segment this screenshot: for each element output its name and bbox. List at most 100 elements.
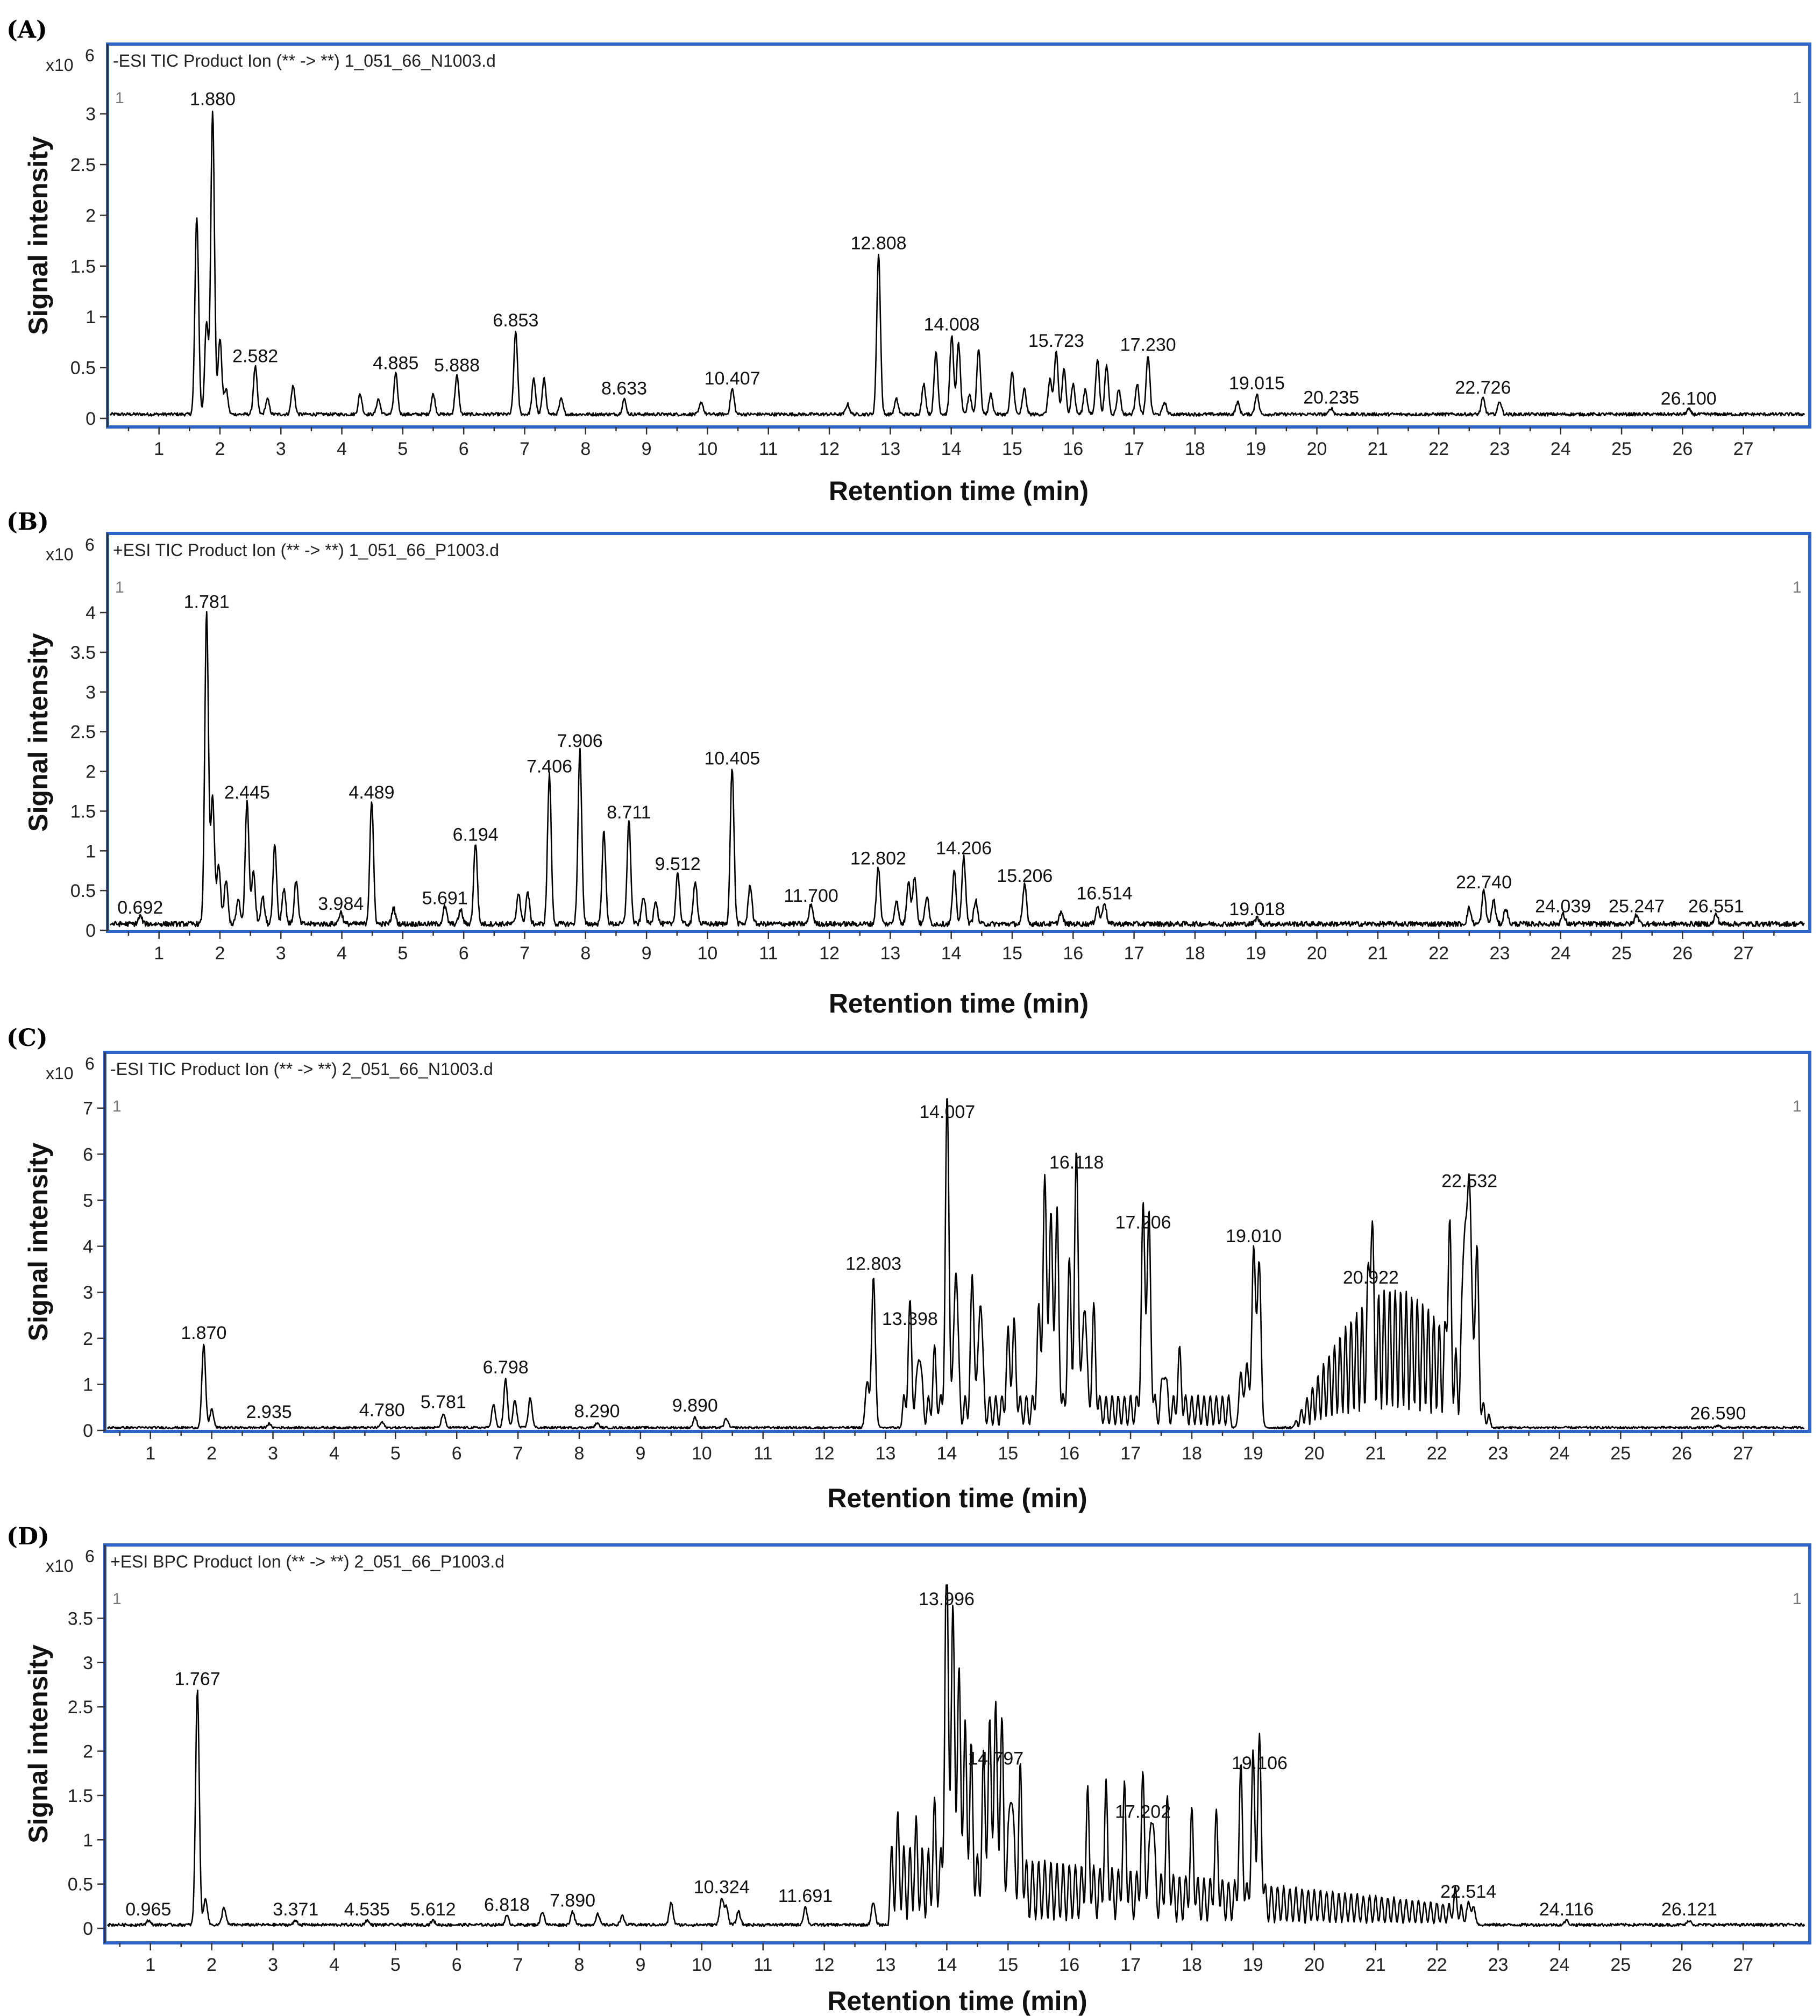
panel-letter: (C) [6, 1024, 48, 1052]
y-tick-label: 0 [86, 921, 96, 941]
x-tick-label: 22 [1428, 439, 1449, 459]
y-tick-label: 4 [83, 1237, 93, 1257]
peak-label: 4.885 [373, 353, 418, 373]
peak-label: 7.906 [557, 731, 603, 751]
x-tick-label: 11 [759, 943, 778, 964]
peak-label: 6.853 [493, 310, 538, 331]
peak-label: 20.235 [1303, 388, 1359, 408]
y-tick-label: 2.5 [70, 155, 96, 175]
y-tick-label: 1 [86, 307, 96, 327]
x-axis-title: Retention time (min) [829, 988, 1089, 1018]
peak-label: 25.247 [1609, 896, 1665, 916]
x-tick-label: 5 [390, 1443, 401, 1464]
y-tick-label: 2 [86, 205, 96, 226]
peak-label: 8.711 [607, 802, 651, 823]
peak-label: 13.996 [919, 1589, 975, 1609]
peak-label: 26.100 [1661, 389, 1717, 409]
x-tick-label: 1 [145, 1955, 155, 1975]
x-tick-label: 21 [1368, 439, 1388, 459]
x-tick-label: 14 [937, 1443, 957, 1464]
trace-title: +ESI BPC Product Ion (** -> **) 2_051_66… [110, 1552, 504, 1571]
x-tick-label: 9 [642, 943, 652, 964]
y-tick-label: 2.5 [68, 1697, 93, 1718]
plot-frame [106, 42, 1811, 429]
corner-marker-left: 1 [115, 89, 124, 107]
chromatogram-trace [109, 110, 1805, 417]
chromatogram-trace [106, 1098, 1805, 1430]
scale-label: x10 [46, 1064, 74, 1083]
x-tick-label: 2 [215, 943, 225, 964]
peak-label: 8.633 [601, 379, 647, 399]
peak-label: 5.691 [422, 888, 468, 909]
chromatogram-trace [109, 611, 1805, 928]
peak-label: 14.007 [919, 1102, 975, 1122]
x-tick-label: 17 [1124, 439, 1144, 459]
x-tick-label: 3 [276, 439, 286, 459]
peak-label: 6.194 [453, 824, 499, 845]
peak-label: 0.692 [117, 897, 163, 918]
panel-letter: (B) [6, 508, 49, 536]
peak-label: 1.880 [190, 89, 236, 110]
x-tick-label: 13 [876, 1443, 896, 1464]
x-tick-label: 18 [1182, 1955, 1202, 1975]
x-tick-label: 11 [759, 439, 778, 459]
x-tick-label: 21 [1366, 1955, 1386, 1975]
y-tick-label: 1 [86, 841, 96, 861]
peak-label: 3.371 [273, 1899, 318, 1920]
peak-label: 20.922 [1343, 1267, 1399, 1288]
peak-label: 6.818 [484, 1895, 530, 1915]
peak-label: 5.612 [410, 1899, 456, 1920]
y-tick-label: 2.5 [70, 722, 96, 743]
x-tick-label: 27 [1733, 439, 1754, 459]
peak-label: 22.726 [1455, 377, 1511, 398]
peak-label: 7.890 [550, 1890, 595, 1911]
x-tick-label: 14 [941, 439, 962, 459]
corner-marker-left: 1 [112, 1590, 122, 1608]
x-tick-label: 22 [1427, 1443, 1447, 1464]
x-tick-label: 10 [692, 1443, 712, 1464]
x-tick-label: 15 [1002, 943, 1022, 964]
x-tick-label: 25 [1611, 943, 1632, 964]
peak-label: 1.767 [175, 1669, 221, 1689]
peak-label: 16.118 [1049, 1152, 1104, 1173]
x-tick-label: 26 [1672, 1443, 1692, 1464]
trace-title: -ESI TIC Product Ion (** -> **) 2_051_66… [110, 1059, 493, 1079]
x-tick-label: 24 [1551, 943, 1571, 964]
x-tick-label: 23 [1488, 1443, 1509, 1464]
x-tick-label: 18 [1185, 943, 1205, 964]
x-tick-label: 24 [1549, 1443, 1569, 1464]
x-tick-label: 12 [819, 439, 840, 459]
y-axis-title: Signal intensity [23, 136, 53, 335]
x-tick-label: 6 [459, 439, 469, 459]
y-axis-title: Signal intensity [23, 633, 53, 832]
peak-label: 26.590 [1690, 1404, 1746, 1424]
y-tick-label: 1.5 [68, 1786, 93, 1806]
x-tick-label: 10 [698, 439, 718, 459]
x-tick-label: 22 [1428, 943, 1449, 964]
x-tick-label: 20 [1304, 1955, 1325, 1975]
x-tick-label: 5 [397, 943, 408, 964]
x-tick-label: 1 [154, 943, 164, 964]
x-tick-label: 2 [207, 1443, 217, 1464]
x-tick-label: 23 [1488, 1955, 1509, 1975]
x-tick-label: 7 [513, 1443, 523, 1464]
x-tick-label: 24 [1551, 439, 1571, 459]
peak-label: 17.202 [1115, 1802, 1171, 1822]
y-tick-label: 0.5 [70, 358, 96, 379]
x-tick-label: 16 [1059, 1955, 1079, 1975]
x-tick-label: 4 [337, 439, 347, 459]
x-tick-label: 11 [753, 1955, 772, 1975]
y-tick-label: 3.5 [70, 643, 96, 663]
x-tick-label: 21 [1366, 1443, 1386, 1464]
peak-label: 26.121 [1661, 1899, 1717, 1920]
corner-marker-left: 1 [112, 1098, 122, 1115]
x-tick-label: 7 [520, 439, 530, 459]
peak-label: 11.691 [778, 1886, 833, 1906]
y-tick-label: 3 [83, 1653, 93, 1673]
peak-label: 19.018 [1229, 899, 1285, 920]
panel-letter: (A) [6, 16, 47, 44]
corner-marker-right: 1 [1793, 1590, 1802, 1608]
x-axis-title: Retention time (min) [827, 1483, 1087, 1513]
peak-label: 2.935 [246, 1402, 292, 1422]
x-tick-label: 23 [1490, 439, 1510, 459]
